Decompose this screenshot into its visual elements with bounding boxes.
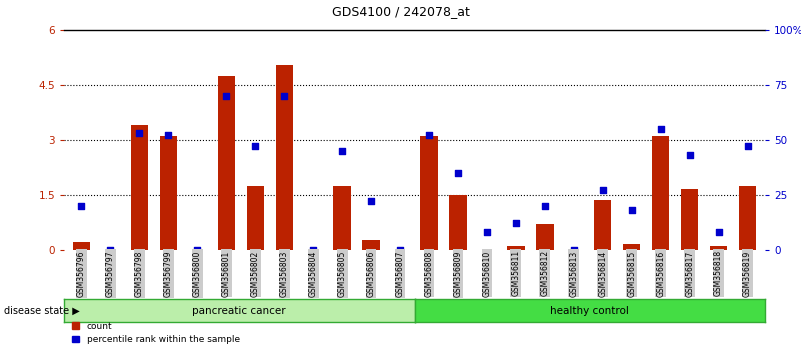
Bar xyxy=(623,244,641,250)
Bar xyxy=(218,76,235,250)
Bar xyxy=(333,185,351,250)
Point xyxy=(278,93,291,99)
Point xyxy=(162,133,175,138)
Point xyxy=(249,144,262,149)
Point xyxy=(683,152,696,158)
Text: GSM356800: GSM356800 xyxy=(193,250,202,297)
Text: GSM356805: GSM356805 xyxy=(337,250,347,297)
Bar xyxy=(449,195,467,250)
Bar xyxy=(159,136,177,250)
Point xyxy=(538,203,551,209)
Bar xyxy=(710,246,727,250)
Text: GSM356802: GSM356802 xyxy=(251,250,260,297)
Point xyxy=(452,170,465,176)
Bar xyxy=(362,240,380,250)
Text: disease state ▶: disease state ▶ xyxy=(4,306,80,316)
Text: GSM356814: GSM356814 xyxy=(598,250,607,297)
Point xyxy=(133,130,146,136)
Bar xyxy=(131,125,148,250)
Point xyxy=(191,247,203,252)
Text: GSM356797: GSM356797 xyxy=(106,250,115,297)
Text: GSM356804: GSM356804 xyxy=(308,250,318,297)
Point xyxy=(597,188,610,193)
Point xyxy=(481,229,493,235)
Text: healthy control: healthy control xyxy=(550,306,629,316)
Point xyxy=(509,221,522,226)
Text: GSM356806: GSM356806 xyxy=(367,250,376,297)
Text: GSM356808: GSM356808 xyxy=(425,250,433,297)
Bar xyxy=(276,65,293,250)
Point xyxy=(75,203,88,209)
Text: GSM356803: GSM356803 xyxy=(280,250,288,297)
Point xyxy=(423,133,436,138)
Bar xyxy=(536,224,553,250)
Point xyxy=(336,148,348,154)
Text: GSM356807: GSM356807 xyxy=(396,250,405,297)
Point xyxy=(307,247,320,252)
Text: GSM356819: GSM356819 xyxy=(743,250,752,297)
Text: GSM356812: GSM356812 xyxy=(541,250,549,296)
Text: GSM356818: GSM356818 xyxy=(714,250,723,296)
Point xyxy=(364,199,377,204)
Text: GSM356801: GSM356801 xyxy=(222,250,231,297)
Point xyxy=(104,247,117,252)
Text: GSM356815: GSM356815 xyxy=(627,250,636,297)
Bar xyxy=(652,136,670,250)
Text: GSM356796: GSM356796 xyxy=(77,250,86,297)
Text: GDS4100 / 242078_at: GDS4100 / 242078_at xyxy=(332,5,469,18)
Bar xyxy=(73,242,91,250)
Text: GSM356817: GSM356817 xyxy=(685,250,694,297)
Bar xyxy=(681,189,698,250)
Point xyxy=(219,93,232,99)
Text: GSM356799: GSM356799 xyxy=(164,250,173,297)
Text: GSM356809: GSM356809 xyxy=(453,250,462,297)
Bar xyxy=(739,185,756,250)
Legend: count, percentile rank within the sample: count, percentile rank within the sample xyxy=(69,318,244,348)
Point xyxy=(626,207,638,213)
Text: GSM356816: GSM356816 xyxy=(656,250,665,297)
Bar xyxy=(421,136,437,250)
Bar xyxy=(507,246,525,250)
Text: pancreatic cancer: pancreatic cancer xyxy=(192,306,286,316)
Bar xyxy=(594,200,611,250)
Text: GSM356810: GSM356810 xyxy=(482,250,492,297)
Bar xyxy=(247,185,264,250)
Point xyxy=(741,144,754,149)
Point xyxy=(654,126,667,132)
Point xyxy=(712,229,725,235)
Point xyxy=(393,247,406,252)
Point xyxy=(567,247,580,252)
Text: GSM356798: GSM356798 xyxy=(135,250,144,297)
Text: GSM356813: GSM356813 xyxy=(570,250,578,297)
Text: GSM356811: GSM356811 xyxy=(511,250,521,296)
